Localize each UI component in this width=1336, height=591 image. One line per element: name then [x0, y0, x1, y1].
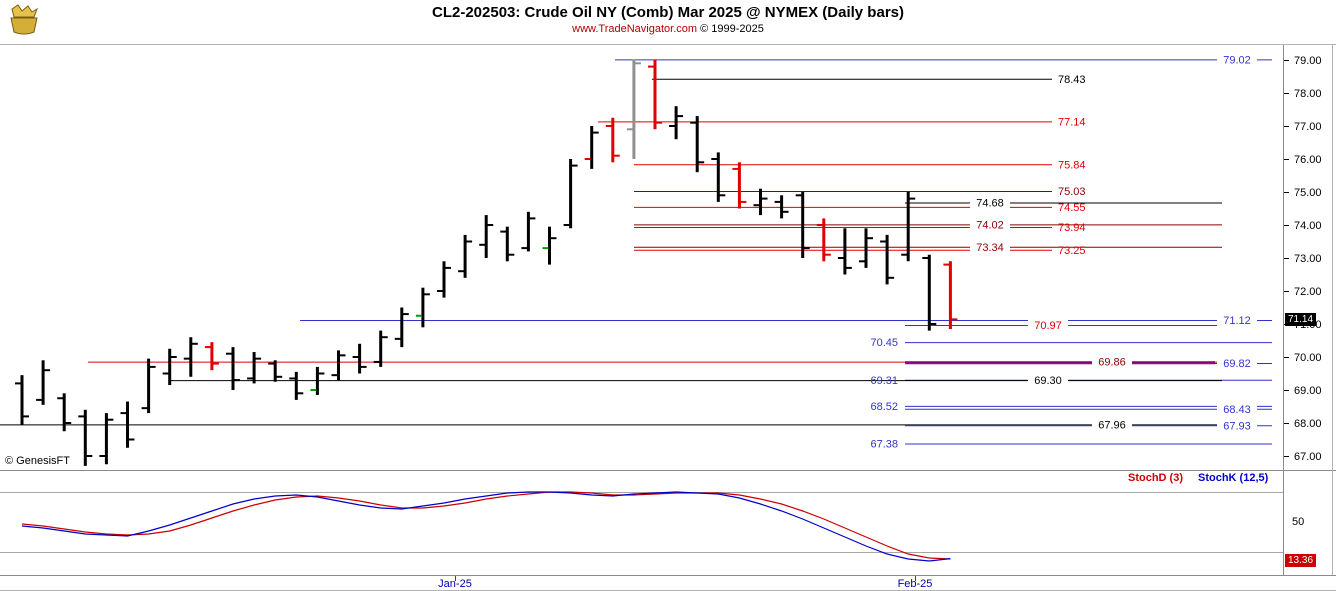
price-level-label: 75.84	[1058, 159, 1086, 171]
price-axis-label: 68.00	[1294, 418, 1322, 430]
price-level-label: 73.34	[976, 242, 1004, 254]
genesis-logo-icon	[10, 4, 38, 35]
stochk-legend-label[interactable]: StochK (12,5)	[1198, 472, 1269, 484]
price-level-label: 69.82	[1223, 358, 1251, 370]
date-axis-label: Jan-25	[438, 578, 472, 590]
price-axis-label: 76.00	[1294, 154, 1322, 166]
price-axis-label: 75.00	[1294, 187, 1322, 199]
price-level-label-bg	[970, 218, 1010, 231]
price-axis-label: 73.00	[1294, 253, 1322, 265]
price-axis-label: 69.00	[1294, 385, 1322, 397]
stoch-value-badge: 13.36	[1285, 554, 1317, 567]
price-axis-label: 74.00	[1294, 220, 1322, 232]
price-level-label: 73.25	[1058, 245, 1086, 257]
chart-subtitle: www.TradeNavigator.com © 1999-2025	[0, 23, 1336, 35]
price-level-label: 70.97	[1034, 320, 1062, 332]
price-level-label: 74.02	[976, 219, 1004, 231]
price-level-label-bg	[1217, 314, 1257, 327]
subtitle-copyright: © 1999-2025	[700, 23, 764, 35]
price-level-label: 67.93	[1223, 420, 1251, 432]
price-level-label: 77.14	[1058, 116, 1086, 128]
price-level-label: 68.52	[870, 401, 898, 413]
price-level-label: 74.68	[976, 198, 1004, 210]
price-level-label-bg	[1028, 374, 1068, 387]
genesisft-watermark: © GenesisFT	[5, 455, 70, 467]
last-price-badge: 71.14	[1285, 313, 1317, 326]
chart-title: CL2-202503: Crude Oil NY (Comb) Mar 2025…	[432, 4, 904, 21]
price-level-label: 69.86	[1098, 357, 1126, 369]
price-axis-label: 67.00	[1294, 451, 1322, 463]
subtitle-url: www.TradeNavigator.com	[572, 23, 698, 35]
price-level-label-bg	[1217, 53, 1257, 66]
price-level-label: 75.03	[1058, 186, 1086, 198]
price-axis-label: 77.00	[1294, 121, 1322, 133]
price-level-label: 68.43	[1223, 404, 1251, 416]
price-axis-label: 72.00	[1294, 286, 1322, 298]
price-level-label-bg	[970, 240, 1010, 253]
price-level-label-bg	[1217, 419, 1257, 432]
price-level-label: 73.94	[1058, 222, 1086, 234]
price-level-label: 67.96	[1098, 419, 1126, 431]
price-level-label: 79.02	[1223, 54, 1251, 66]
price-level-label: 69.31	[870, 375, 898, 387]
price-level-label: 74.55	[1058, 202, 1086, 214]
price-level-label: 78.43	[1058, 74, 1086, 86]
price-axis-label: 79.00	[1294, 55, 1322, 67]
price-level-label: 67.38	[870, 438, 898, 450]
price-level-label-bg	[1028, 318, 1068, 331]
price-level-label: 71.12	[1223, 315, 1251, 327]
stochd-legend-label[interactable]: StochD (3)	[1128, 472, 1183, 484]
date-axis-label: Feb-25	[898, 578, 933, 590]
price-level-label-bg	[1217, 402, 1257, 415]
price-level-label: 69.30	[1034, 375, 1062, 387]
stoch-axis-mid-label: 50	[1292, 516, 1305, 528]
genesis-logo	[4, 2, 44, 40]
price-level-label-bg	[1092, 418, 1132, 431]
price-level-label: 70.45	[870, 337, 898, 349]
price-level-label-bg	[1217, 356, 1257, 369]
price-axis-label: 70.00	[1294, 352, 1322, 364]
stochk-line	[21, 491, 951, 562]
price-axis-label: 78.00	[1294, 88, 1322, 100]
price-level-label-bg	[970, 196, 1010, 209]
price-level-label-bg	[1092, 355, 1132, 368]
stochd-line	[21, 491, 951, 560]
